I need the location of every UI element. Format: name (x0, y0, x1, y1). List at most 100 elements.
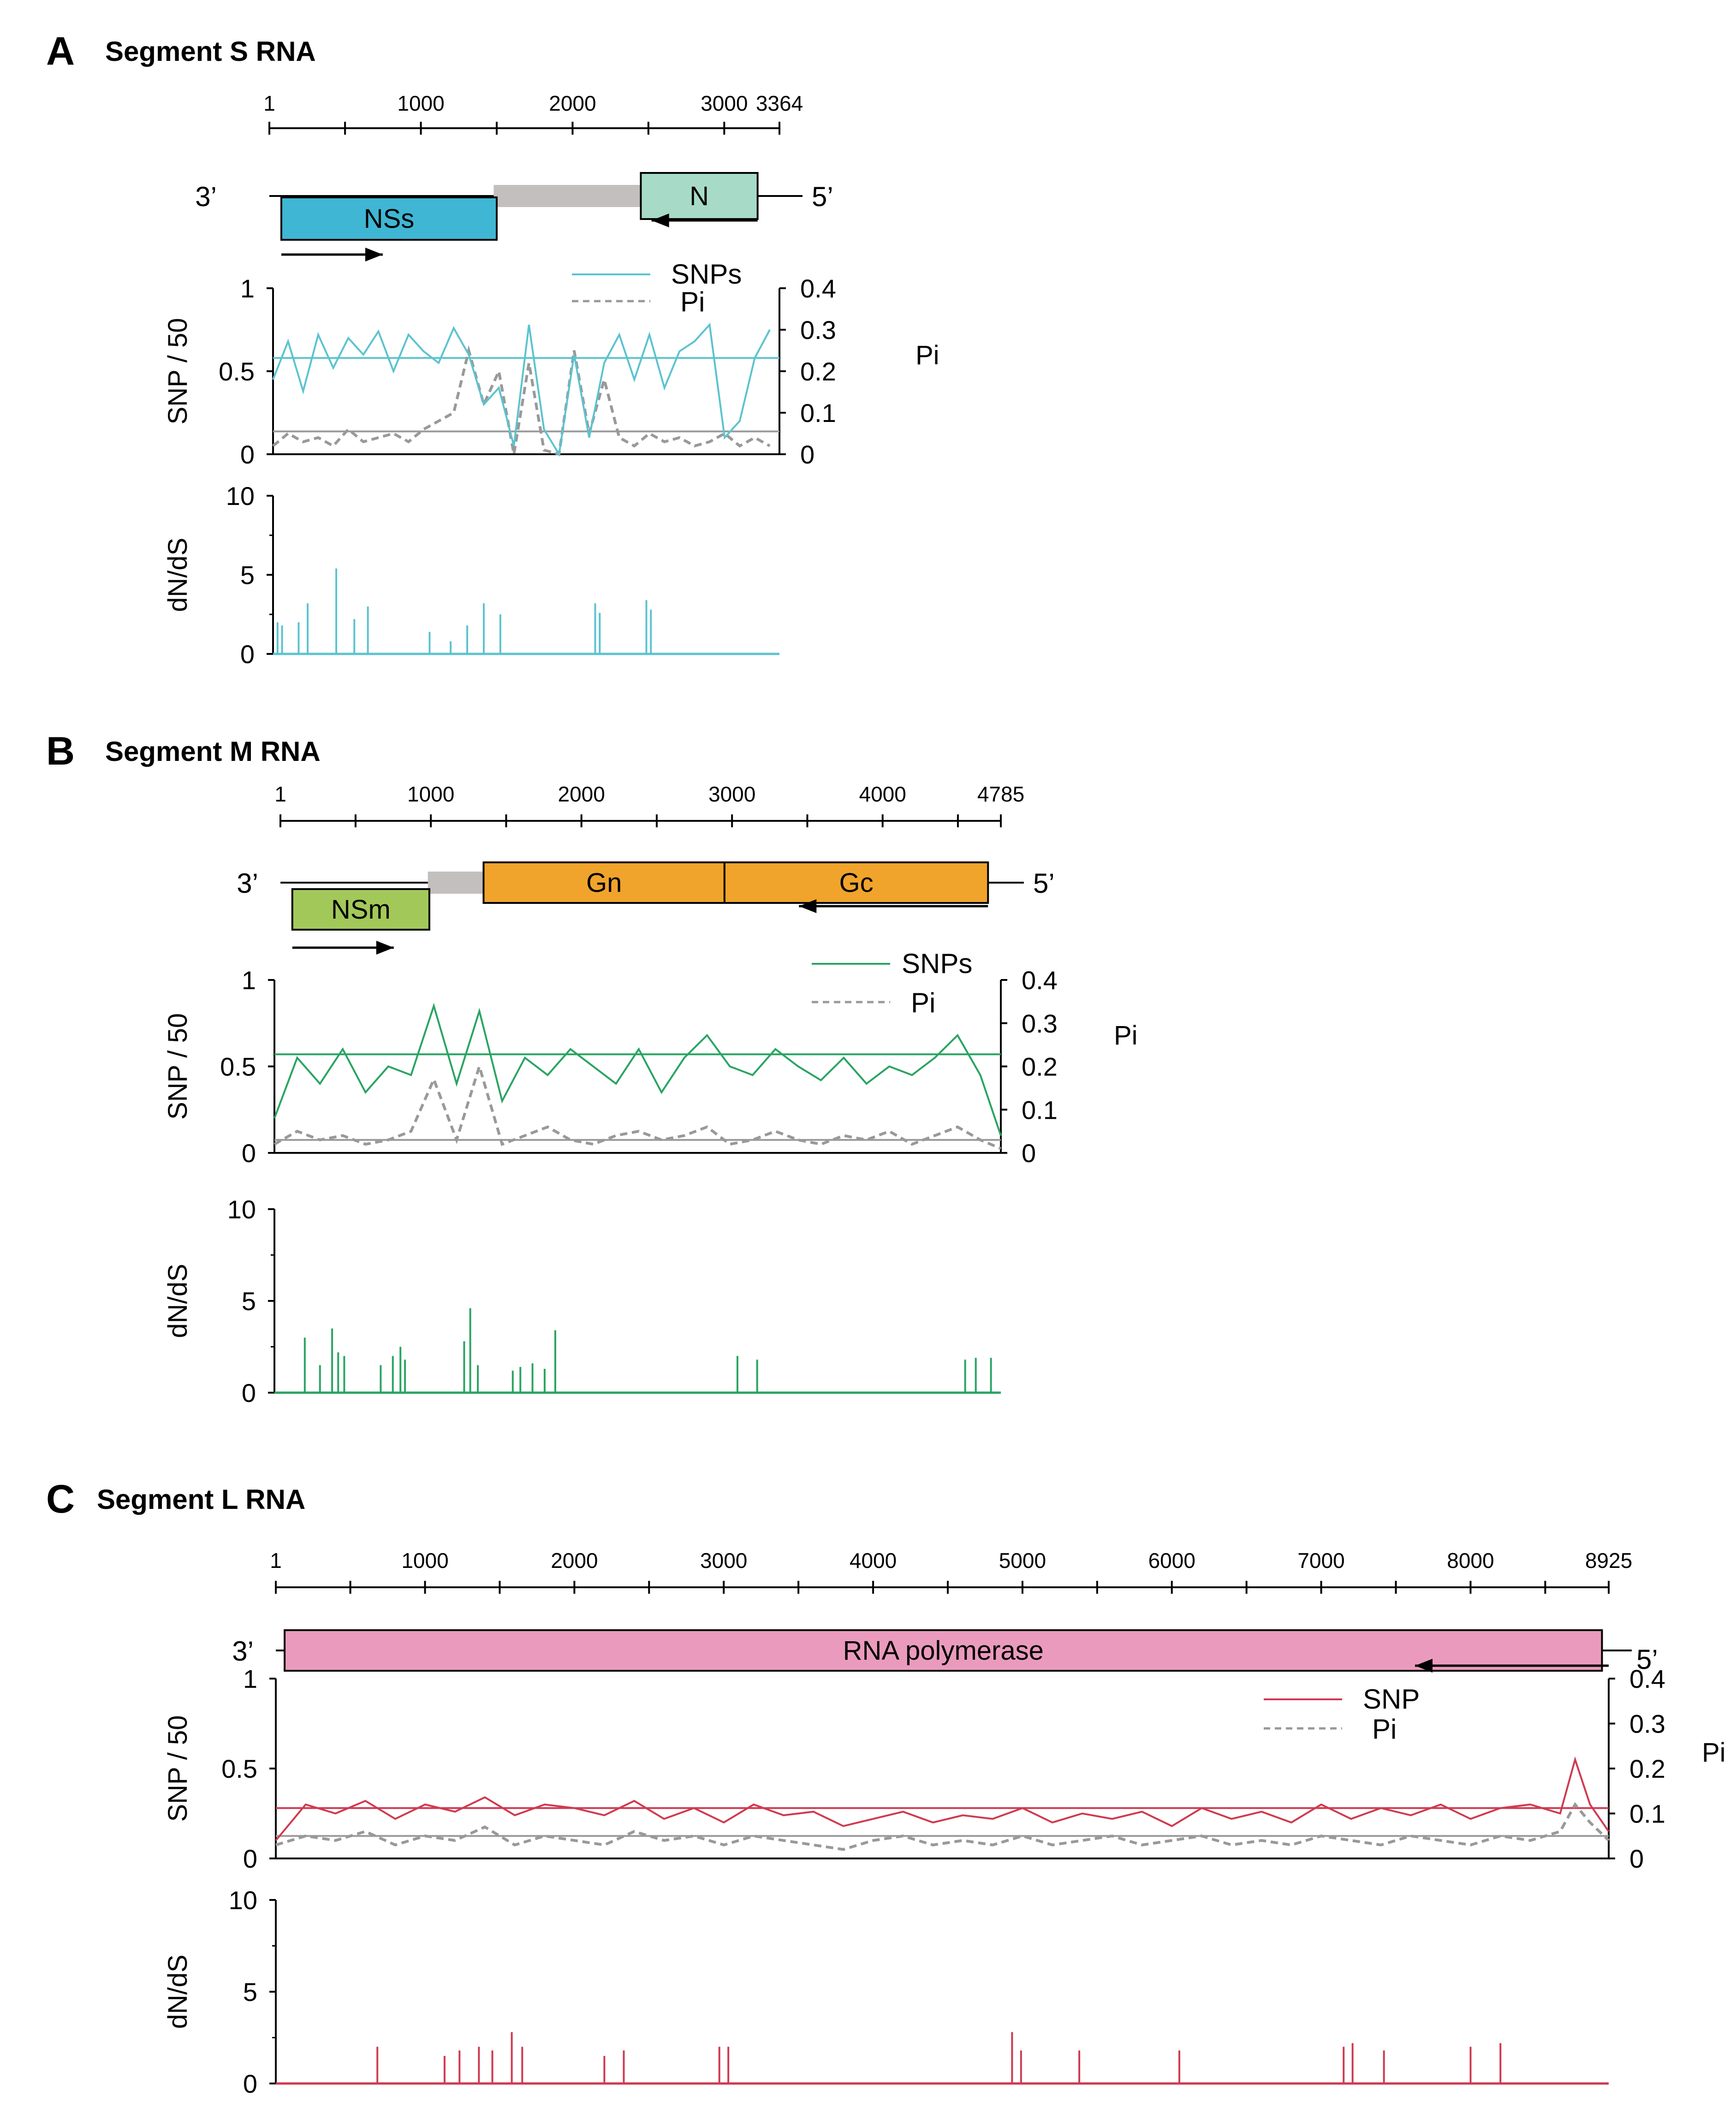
legend-snp-label: SNPs (671, 259, 742, 290)
dnds-axis-tick-label: 0 (243, 2069, 257, 2098)
ruler-tick-label: 4785 (977, 782, 1024, 806)
reverse-arrow-head (651, 214, 669, 227)
reverse-arrow-head (1415, 1659, 1433, 1673)
pi-axis-tick-label: 0.3 (1629, 1709, 1665, 1739)
ruler-tick-label: 3000 (701, 91, 748, 115)
panel-letter: B (46, 729, 75, 773)
pi-axis-tick-label: 0.2 (1022, 1052, 1058, 1081)
pi-series-line (275, 1802, 1610, 1851)
dnds-axis-title: dN/dS (163, 1954, 193, 2029)
noncoding-region (493, 185, 641, 207)
forward-arrow-head (365, 248, 383, 261)
pi-series-line (272, 345, 771, 456)
snp-axis-title: SNP / 50 (163, 1715, 193, 1822)
gene-gc-label: Gc (839, 868, 873, 898)
dnds-axis-title: dN/dS (163, 538, 193, 612)
snp-axis-tick-label: 1 (242, 966, 256, 995)
forward-arrow-head (376, 941, 394, 955)
pi-axis-tick-label: 0.4 (1629, 1664, 1665, 1693)
panel-title: Segment S RNA (105, 36, 316, 67)
gene-gn-box (482, 861, 725, 904)
panel-title: Segment L RNA (97, 1484, 305, 1515)
end-label-3prime: 3’ (232, 1636, 254, 1667)
pi-axis-tick-label: 0.3 (800, 315, 836, 344)
legend-pi-label: Pi (1372, 1714, 1397, 1745)
snp-axis-tick-label: 0.5 (220, 1052, 256, 1081)
end-label-5prime: 5’ (1033, 868, 1055, 899)
snp-axis-tick-label: 1 (243, 1664, 257, 1693)
ruler-tick-label: 1000 (407, 782, 454, 806)
gene-nsm-label: NSm (331, 895, 391, 925)
legend-pi-label: Pi (911, 987, 935, 1018)
ruler-tick-label: 3364 (756, 91, 803, 115)
snp-axis-tick-label: 1 (240, 274, 255, 303)
dnds-axis-title: dN/dS (163, 1264, 193, 1338)
dnds-axis-tick-label: 10 (229, 1886, 257, 1915)
ruler-tick-label: 2000 (558, 782, 605, 806)
snp-axis-tick-label: 0 (243, 1844, 257, 1873)
snp-axis-tick-label: 0.5 (219, 357, 255, 386)
end-label-5prime: 5’ (812, 181, 833, 212)
gene-gc-box (723, 861, 989, 904)
snp-axis-tick-label: 0 (240, 440, 255, 469)
gene-gn-label: Gn (586, 868, 622, 898)
gene-nss-label: NSs (364, 204, 415, 234)
ruler-tick-label: 1000 (401, 1549, 448, 1573)
panel-title: Segment M RNA (105, 736, 321, 767)
pi-axis-tick-label: 0 (1022, 1139, 1036, 1168)
legend-snp-label: SNP (1363, 1684, 1420, 1715)
ruler-tick-label: 4000 (859, 782, 906, 806)
gene-rna-polymerase-label: RNA polymerase (843, 1636, 1044, 1666)
snp-axis-tick-label: 0.5 (221, 1754, 257, 1783)
pi-axis-tick-label: 0 (1629, 1844, 1644, 1873)
pi-axis-tick-label: 0.2 (800, 357, 836, 386)
pi-axis-title: Pi (916, 340, 939, 370)
snp-axis-title: SNP / 50 (163, 1013, 193, 1120)
panel-letter: C (46, 1477, 75, 1521)
dnds-axis-tick-label: 5 (240, 561, 255, 590)
pi-axis-tick-label: 0.4 (1022, 966, 1058, 995)
pi-axis-tick-label: 0.2 (1629, 1754, 1665, 1783)
ruler-tick-label: 3000 (700, 1549, 747, 1573)
ruler-tick-label: 6000 (1148, 1549, 1195, 1573)
gene-nsm-box (291, 888, 430, 931)
gene-n-box (640, 172, 759, 220)
snp-axis-tick-label: 0 (242, 1139, 256, 1168)
pi-axis-tick-label: 0.1 (800, 398, 836, 427)
ruler-tick-label: 8000 (1447, 1549, 1494, 1573)
pi-axis-title: Pi (1702, 1738, 1726, 1768)
snp-series-line (272, 322, 771, 457)
pi-axis-tick-label: 0 (800, 440, 814, 469)
pi-axis-title: Pi (1114, 1021, 1138, 1051)
legend-snp-label: SNPs (902, 948, 972, 979)
ruler-tick-label: 2000 (549, 91, 596, 115)
reverse-arrow-head (799, 899, 817, 913)
end-label-3prime: 3’ (237, 868, 258, 899)
ruler-tick-label: 1 (270, 1549, 282, 1573)
ruler-tick-label: 1 (274, 782, 286, 806)
ruler-tick-label: 4000 (850, 1549, 897, 1573)
ruler-tick-label: 8925 (1585, 1549, 1632, 1573)
panel-letter: A (46, 29, 75, 73)
dnds-axis-tick-label: 5 (243, 1977, 257, 2006)
ruler-tick-label: 2000 (551, 1549, 598, 1573)
ruler-tick-label: 1000 (397, 91, 444, 115)
legend-pi-label: Pi (680, 286, 705, 317)
pi-axis-tick-label: 0.1 (1022, 1095, 1058, 1124)
dnds-axis-tick-label: 0 (240, 640, 255, 669)
end-label-3prime: 3’ (195, 181, 217, 212)
dnds-axis-tick-label: 10 (227, 1195, 256, 1224)
gene-rna-polymerase-box (284, 1629, 1603, 1672)
gene-n-label: N (690, 181, 709, 211)
pi-axis-tick-label: 0.4 (800, 274, 836, 303)
snp-series-line (273, 1003, 1002, 1136)
gene-nss-box (280, 196, 498, 241)
snp-axis-title: SNP / 50 (163, 318, 193, 424)
pi-axis-tick-label: 0.1 (1629, 1799, 1665, 1828)
snp-series-line (275, 1756, 1610, 1841)
noncoding-region (428, 872, 484, 894)
